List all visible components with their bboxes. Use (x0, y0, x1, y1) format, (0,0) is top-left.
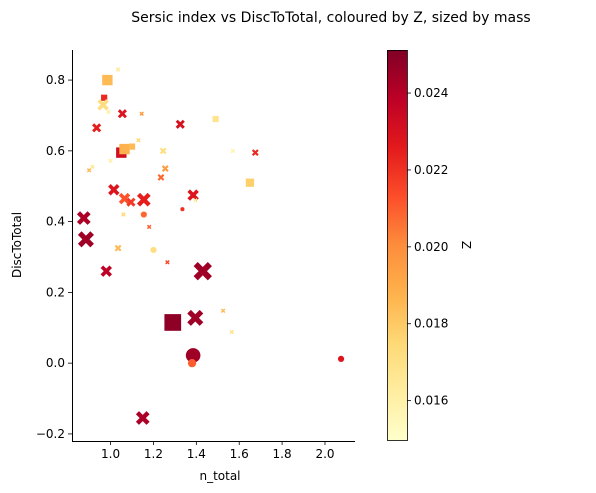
colorbar-frame (387, 50, 408, 441)
data-point-x (230, 148, 236, 154)
y-tick-label: −0.2 (36, 427, 65, 441)
data-point-square (212, 115, 219, 123)
data-point-x (108, 158, 113, 164)
data-point-circle (140, 211, 147, 218)
data-point-x (90, 164, 95, 170)
colorbar-label: Z (459, 241, 473, 249)
data-point-x (97, 99, 109, 111)
data-point-x (139, 111, 144, 116)
colorbar-tick-label: 0.020 (414, 240, 448, 254)
data-point-x (108, 184, 120, 196)
data-point-x (106, 109, 111, 115)
data-point-x (187, 309, 204, 326)
data-point-circle (337, 355, 345, 363)
data-point-x (161, 165, 169, 172)
colorbar-tick-label: 0.022 (414, 163, 448, 177)
data-point-x (136, 137, 141, 143)
data-point-square (102, 74, 113, 86)
x-tick-label: 1.6 (230, 447, 249, 461)
data-point-square (101, 94, 108, 101)
x-ticks: 1.0 1.2 1.4 1.6 1.8 2.0 (101, 441, 335, 461)
data-point-x (229, 329, 234, 335)
data-point-circle (187, 359, 197, 368)
data-point-x (193, 261, 212, 281)
x-tick-label: 2.0 (315, 447, 334, 461)
data-point-square (128, 143, 136, 150)
data-point-x (86, 168, 92, 173)
data-point-x (77, 231, 94, 248)
data-point-circle (180, 207, 185, 212)
data-point-x (100, 265, 113, 277)
data-point-x (115, 67, 121, 72)
y-ticks: −0.2 0.0 0.2 0.4 0.6 0.8 (36, 73, 72, 441)
data-point-x (136, 192, 151, 207)
x-axis-label: n_total (199, 469, 240, 483)
data-point-x (159, 147, 167, 155)
chart-title: Sersic index vs DiscToTotal, coloured by… (131, 10, 530, 26)
colorbar-tick-label: 0.024 (414, 86, 448, 100)
colorbar-tick-label: 0.018 (414, 317, 448, 331)
data-point-x (175, 119, 185, 129)
data-point-x (187, 189, 199, 201)
data-point-square (245, 178, 255, 187)
data-point-square (119, 143, 130, 155)
data-point-circle (150, 246, 157, 254)
x-tick-label: 1.8 (273, 447, 292, 461)
data-point-x (126, 197, 136, 207)
x-tick-label: 1.0 (101, 447, 120, 461)
data-point-x (220, 308, 226, 314)
data-point-square (164, 314, 182, 331)
data-point-x (251, 149, 259, 157)
x-tick-label: 1.2 (144, 447, 163, 461)
x-tick-label: 1.4 (187, 447, 206, 461)
data-point-x (146, 224, 152, 230)
y-tick-label: 0.2 (46, 285, 65, 299)
data-point-x (117, 109, 127, 119)
data-point-x (165, 260, 170, 265)
points-layer (76, 67, 345, 425)
y-tick-label: 0.6 (46, 144, 65, 158)
y-tick-label: 0.4 (46, 215, 65, 229)
data-point-x (118, 192, 131, 205)
colorbar-ticks: 0.016 0.018 0.020 0.022 0.024 (407, 86, 448, 408)
data-point-x (92, 123, 102, 133)
data-point-x (76, 211, 91, 225)
colorbar: 0.016 0.018 0.020 0.022 0.024 Z (387, 50, 473, 441)
y-axis-label: DiscToTotal (10, 212, 24, 278)
colorbar-tick-label: 0.016 (414, 394, 448, 408)
data-point-x (121, 212, 126, 217)
y-tick-label: 0.0 (46, 356, 65, 370)
colorbar-gradient (387, 50, 407, 441)
data-point-circle (185, 348, 201, 363)
y-tick-label: 0.8 (46, 73, 65, 87)
data-point-x (193, 198, 198, 203)
data-point-x (157, 173, 165, 181)
data-point-x (114, 244, 122, 252)
data-point-x (135, 411, 150, 425)
